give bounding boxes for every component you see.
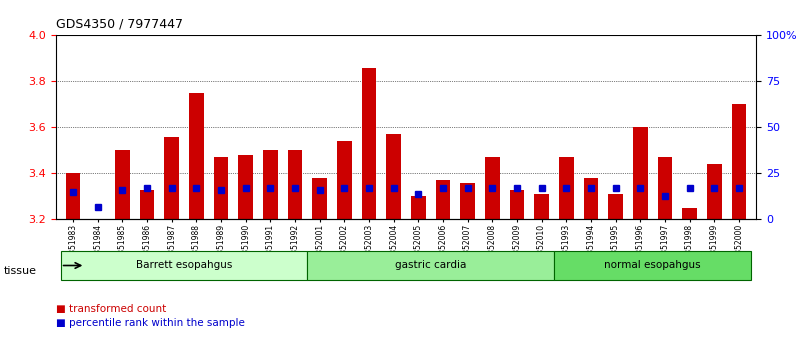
Text: tissue: tissue — [4, 266, 37, 276]
Bar — [287, 150, 302, 219]
Text: normal esopahgus: normal esopahgus — [604, 261, 701, 270]
Text: ■ percentile rank within the sample: ■ percentile rank within the sample — [56, 318, 244, 328]
Bar — [509, 190, 525, 219]
FancyBboxPatch shape — [307, 251, 554, 280]
Bar — [312, 178, 327, 219]
Bar — [386, 135, 401, 219]
Bar — [732, 104, 747, 219]
Bar — [485, 157, 500, 219]
Bar — [164, 137, 179, 219]
Bar — [213, 157, 228, 219]
FancyBboxPatch shape — [554, 251, 751, 280]
Bar — [657, 157, 673, 219]
Bar — [139, 190, 154, 219]
Bar — [534, 194, 549, 219]
Text: gastric cardia: gastric cardia — [395, 261, 466, 270]
Text: GDS4350 / 7977447: GDS4350 / 7977447 — [56, 18, 183, 31]
Bar — [238, 155, 253, 219]
Bar — [361, 68, 377, 219]
Bar — [435, 181, 451, 219]
Bar — [189, 93, 204, 219]
Bar — [263, 150, 278, 219]
Bar — [115, 150, 130, 219]
Bar — [559, 157, 574, 219]
Bar — [337, 141, 352, 219]
Bar — [460, 183, 475, 219]
Text: Barrett esopahgus: Barrett esopahgus — [136, 261, 232, 270]
Bar — [608, 194, 623, 219]
FancyBboxPatch shape — [60, 251, 307, 280]
Bar — [633, 127, 648, 219]
Bar — [707, 164, 722, 219]
Bar — [583, 178, 599, 219]
Text: ■ transformed count: ■ transformed count — [56, 303, 166, 314]
Bar — [682, 208, 697, 219]
Bar — [65, 173, 80, 219]
Bar — [411, 196, 426, 219]
